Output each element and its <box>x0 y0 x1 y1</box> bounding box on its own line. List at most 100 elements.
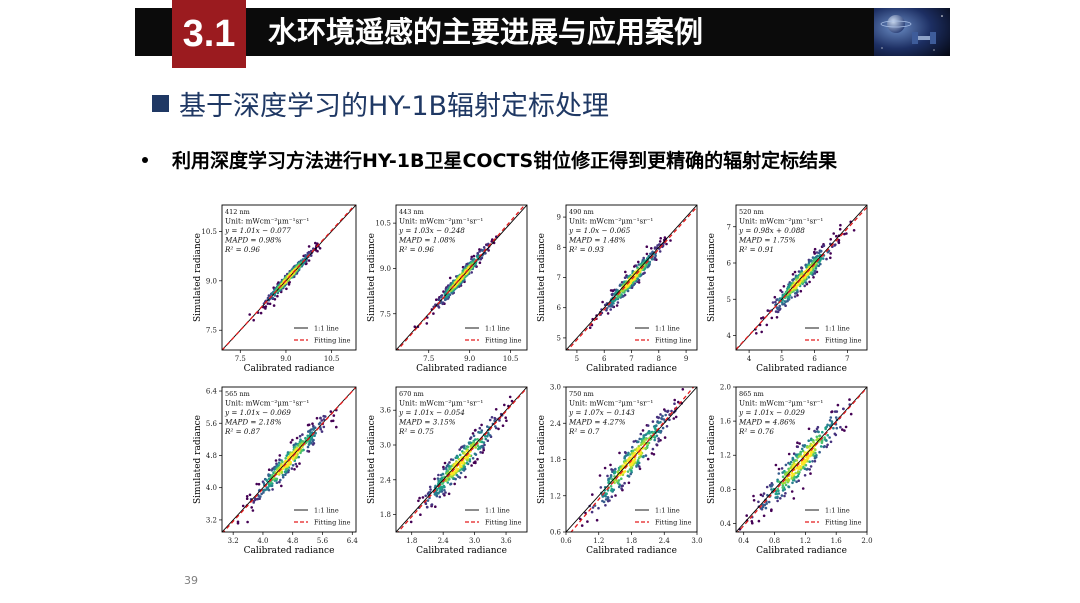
scatter-point <box>794 292 797 295</box>
scatter-point <box>443 461 447 465</box>
scatter-point <box>458 448 462 451</box>
scatter-point <box>314 241 317 245</box>
scatter-point <box>848 398 851 401</box>
scatter-point <box>642 455 645 458</box>
scatter-point <box>610 495 614 499</box>
scatter-point <box>634 264 638 268</box>
scatter-point <box>672 417 676 420</box>
scatter-point <box>312 442 316 445</box>
scatter-point <box>609 475 613 478</box>
y-tick-label: 1.2 <box>720 452 731 460</box>
scatter-point <box>790 490 794 493</box>
scatter-point <box>799 289 803 293</box>
scatter-point <box>478 426 482 430</box>
scatter-point <box>441 472 445 476</box>
scatter-point <box>651 420 655 423</box>
scatter-point <box>413 325 417 329</box>
scatter-point <box>781 484 785 487</box>
scatter-point <box>843 232 846 236</box>
x-tick-label: 1.8 <box>626 537 637 545</box>
x-tick-label: 5.6 <box>317 537 329 545</box>
scatter-point <box>765 323 769 327</box>
regression-equation: y = 0.98x + 0.088 <box>738 226 805 235</box>
scatter-point <box>782 285 786 288</box>
r-squared-label: R² = 0.87 <box>224 427 260 436</box>
r-squared-label: R² = 0.96 <box>398 245 434 254</box>
scatter-point <box>763 503 767 507</box>
scatter-point <box>621 295 624 298</box>
y-tick-label: 10.5 <box>375 220 391 228</box>
scatter-point <box>664 413 667 417</box>
scatter-point <box>430 503 433 507</box>
scatter-point <box>835 410 839 413</box>
scatter-point <box>828 419 832 422</box>
scatter-point <box>770 508 773 512</box>
scatter-point <box>455 473 459 477</box>
y-tick-label: 3.0 <box>550 384 561 392</box>
scatter-point <box>813 252 816 255</box>
scatter-point <box>442 484 446 488</box>
unit-label: Unit: mWcm⁻²μm⁻¹sr⁻¹ <box>739 217 823 226</box>
regression-equation: y = 1.01x − 0.077 <box>224 226 291 235</box>
scatter-point <box>779 497 782 500</box>
y-tick-label: 8 <box>557 244 561 252</box>
scatter-point <box>609 484 613 488</box>
scatter-point <box>428 485 432 489</box>
scatter-point <box>586 520 589 523</box>
scatter-point <box>825 257 828 261</box>
scatter-point <box>817 430 820 434</box>
scatter-point <box>481 451 484 454</box>
scatter-point <box>603 466 607 470</box>
scatter-point <box>815 427 819 431</box>
scatter-point <box>255 482 258 486</box>
scatter-point <box>813 459 817 463</box>
scatter-point <box>774 300 777 304</box>
scatter-point <box>281 473 285 477</box>
scatter-point <box>674 415 678 419</box>
scatter-point <box>755 332 758 335</box>
scatter-point <box>454 467 458 470</box>
scatter-point <box>657 440 660 443</box>
scatter-point <box>248 313 251 316</box>
scatter-point <box>793 295 797 298</box>
scatter-point <box>620 487 623 490</box>
unit-label: Unit: mWcm⁻²μm⁻¹sr⁻¹ <box>739 399 823 408</box>
scatter-point <box>663 436 667 439</box>
scatter-point <box>455 456 459 460</box>
scatter-point <box>783 302 786 306</box>
scatter-point <box>809 472 812 475</box>
scatter-point <box>291 464 295 467</box>
scatter-point <box>307 423 311 427</box>
scatter-point <box>788 462 792 466</box>
scatter-point <box>650 452 654 455</box>
scatter-point <box>482 246 486 249</box>
y-tick-label: 5 <box>557 334 561 342</box>
y-tick-label: 2.4 <box>550 420 562 428</box>
scatter-point <box>268 302 272 306</box>
scatter-point <box>595 518 599 522</box>
scatter-point <box>265 486 269 489</box>
scatter-point <box>441 301 445 305</box>
scatter-point <box>597 506 600 510</box>
scatter-point <box>844 425 848 429</box>
scatter-point <box>307 245 311 248</box>
scatter-point <box>830 420 834 423</box>
scatter-point <box>271 488 274 491</box>
scatter-point <box>469 437 472 441</box>
scatter-point <box>803 474 807 477</box>
scatter-point <box>479 451 482 454</box>
scatter-point <box>322 418 326 421</box>
scatter-point <box>606 499 610 503</box>
plot-frame <box>221 386 357 533</box>
one-to-one-line <box>736 205 867 350</box>
scatter-point <box>463 467 467 471</box>
scatter-point <box>628 463 632 467</box>
y-tick-label: 5 <box>727 296 731 304</box>
legend-fitting-label: Fitting line <box>485 519 522 527</box>
unit-label: Unit: mWcm⁻²μm⁻¹sr⁻¹ <box>399 399 483 408</box>
y-tick-label: 0.6 <box>550 529 562 537</box>
mapd-label: MAPD = 1.75% <box>738 236 796 245</box>
scatter-point <box>278 454 282 457</box>
scatter-point <box>335 425 338 429</box>
